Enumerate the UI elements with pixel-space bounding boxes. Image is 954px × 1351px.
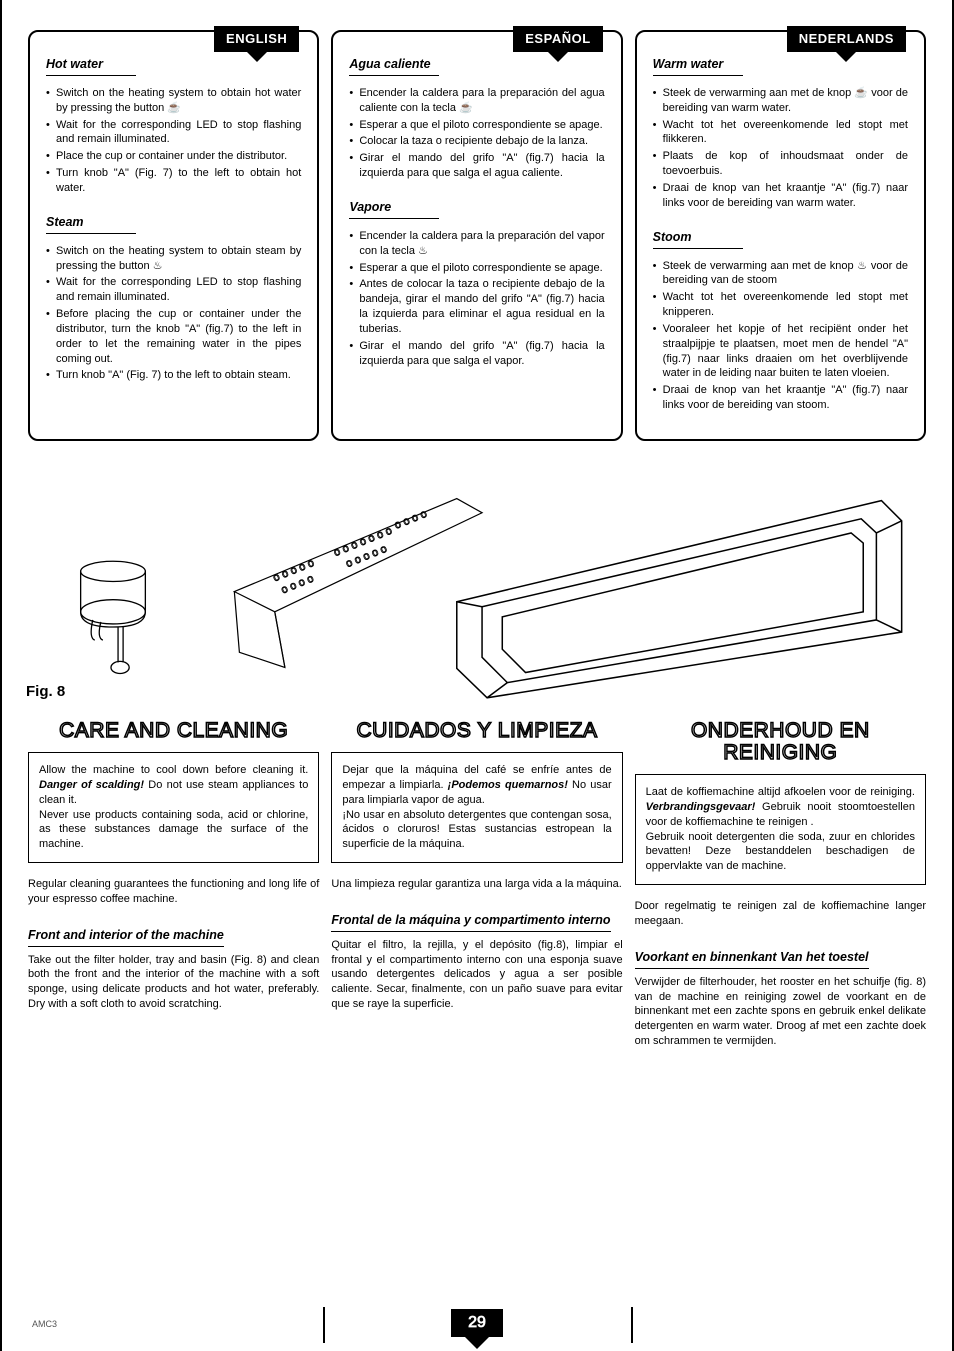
section-title-en: CARE AND CLEANING xyxy=(28,714,319,752)
list-item: Draai de knop van het kraantje "A" (fig.… xyxy=(653,383,908,413)
list-item: Plaats de kop of inhoudsmaat onder de to… xyxy=(653,149,908,179)
list-item: Turn knob "A" (Fig. 7) to the left to ob… xyxy=(46,166,301,196)
section-english: CARE AND CLEANING Allow the machine to c… xyxy=(28,714,319,1061)
body-para-en: Take out the filter holder, tray and bas… xyxy=(28,953,319,1012)
list-steam-nl: Steek de verwarming aan met de knop ♨ vo… xyxy=(653,259,908,413)
list-item: Draai de knop van het kraantje "A" (fig.… xyxy=(653,181,908,211)
list-item: Wacht tot het overeenkomende led stopt m… xyxy=(653,118,908,148)
heading-steam-en: Steam xyxy=(46,214,136,234)
list-item: Steek de verwarming aan met de knop ♨ vo… xyxy=(653,259,908,289)
section-title-es: CUIDADOS Y LIMPIEZA xyxy=(331,714,622,752)
list-steam-es: Encender la caldera para la preparación … xyxy=(349,229,604,369)
list-item: Turn knob "A" (Fig. 7) to the left to ob… xyxy=(46,368,301,383)
list-item: Before placing the cup or container unde… xyxy=(46,307,301,366)
list-item: Wacht tot het overeenkomende led stopt m… xyxy=(653,290,908,320)
list-item: Esperar a que el piloto correspondiente … xyxy=(349,118,604,133)
lang-tab-english: ENGLISH xyxy=(214,26,299,52)
column-spanish: ESPAÑOL Agua caliente Encender la calder… xyxy=(331,30,622,441)
intro-para-es: Una limpieza regular garantiza una larga… xyxy=(331,877,622,892)
footer-code: AMC3 xyxy=(32,1319,57,1329)
body-para-es: Quitar el filtro, la rejilla, y el depós… xyxy=(331,938,622,1012)
list-item: Steek de verwarming aan met de knop ☕ vo… xyxy=(653,86,908,116)
heading-hot-water-es: Agua caliente xyxy=(349,56,439,76)
svg-text:o o o o: o o o o xyxy=(393,508,429,532)
footer-divider xyxy=(631,1307,633,1343)
figure-label: Fig. 8 xyxy=(26,683,65,700)
list-item: Encender la caldera para la preparación … xyxy=(349,229,604,259)
warning-callout-nl: Laat de koffiemachine altijd afkoelen vo… xyxy=(635,774,926,885)
heading-hot-water-nl: Warm water xyxy=(653,56,743,76)
page: ENGLISH Hot water Switch on the heating … xyxy=(0,0,954,1351)
column-dutch: NEDERLANDS Warm water Steek de verwarmin… xyxy=(635,30,926,441)
care-cleaning-row: CARE AND CLEANING Allow the machine to c… xyxy=(2,714,952,1061)
list-item: Girar el mando del grifo "A" (fig.7) hac… xyxy=(349,339,604,369)
list-hot-water-en: Switch on the heating system to obtain h… xyxy=(46,86,301,196)
list-item: Esperar a que el piloto correspondiente … xyxy=(349,261,604,276)
list-item: Vooraleer het kopje of het recipiënt ond… xyxy=(653,322,908,381)
section-spanish: CUIDADOS Y LIMPIEZA Dejar que la máquina… xyxy=(331,714,622,1061)
list-item: Place the cup or container under the dis… xyxy=(46,149,301,164)
list-item: Girar el mando del grifo "A" (fig.7) hac… xyxy=(349,151,604,181)
list-item: Encender la caldera para la preparación … xyxy=(349,86,604,116)
warning-callout-en: Allow the machine to cool down before cl… xyxy=(28,752,319,863)
heading-steam-es: Vapore xyxy=(349,199,439,219)
section-title-nl: ONDERHOUD EN REINIGING xyxy=(635,714,926,774)
page-number: 29 xyxy=(468,1314,486,1331)
list-item: Switch on the heating system to obtain s… xyxy=(46,244,301,274)
page-number-badge: 29 xyxy=(451,1309,503,1337)
subheading-front-nl: Voorkant en binnenkant Van het toestel xyxy=(635,949,869,969)
warning-callout-es: Dejar que la máquina del café se enfríe … xyxy=(331,752,622,863)
subheading-front-es: Frontal de la máquina y compartimento in… xyxy=(331,912,610,932)
list-steam-en: Switch on the heating system to obtain s… xyxy=(46,244,301,384)
lang-tab-spanish: ESPAÑOL xyxy=(513,26,602,52)
section-dutch: ONDERHOUD EN REINIGING Laat de koffiemac… xyxy=(635,714,926,1061)
subheading-front-en: Front and interior of the machine xyxy=(28,927,224,947)
column-english: ENGLISH Hot water Switch on the heating … xyxy=(28,30,319,441)
list-item: Wait for the corresponding LED to stop f… xyxy=(46,118,301,148)
list-item: Colocar la taza o recipiente debajo de l… xyxy=(349,134,604,149)
intro-para-en: Regular cleaning guarantees the function… xyxy=(28,877,319,907)
top-columns-row: ENGLISH Hot water Switch on the heating … xyxy=(2,0,952,441)
figure-8-illustration: o o o o o o o o o o o o o o o o o o o o … xyxy=(22,459,932,704)
list-item: Wait for the corresponding LED to stop f… xyxy=(46,275,301,305)
list-item: Switch on the heating system to obtain h… xyxy=(46,86,301,116)
list-hot-water-nl: Steek de verwarming aan met de knop ☕ vo… xyxy=(653,86,908,211)
footer-divider xyxy=(323,1307,325,1343)
figure-8: o o o o o o o o o o o o o o o o o o o o … xyxy=(22,459,932,704)
lang-tab-dutch: NEDERLANDS xyxy=(787,26,906,52)
heading-steam-nl: Stoom xyxy=(653,229,743,249)
body-para-nl: Verwijder de filterhouder, het rooster e… xyxy=(635,975,926,1049)
intro-para-nl: Door regelmatig te reinigen zal de koffi… xyxy=(635,899,926,929)
list-item: Antes de colocar la taza o recipiente de… xyxy=(349,277,604,336)
heading-hot-water-en: Hot water xyxy=(46,56,136,76)
list-hot-water-es: Encender la caldera para la preparación … xyxy=(349,86,604,181)
